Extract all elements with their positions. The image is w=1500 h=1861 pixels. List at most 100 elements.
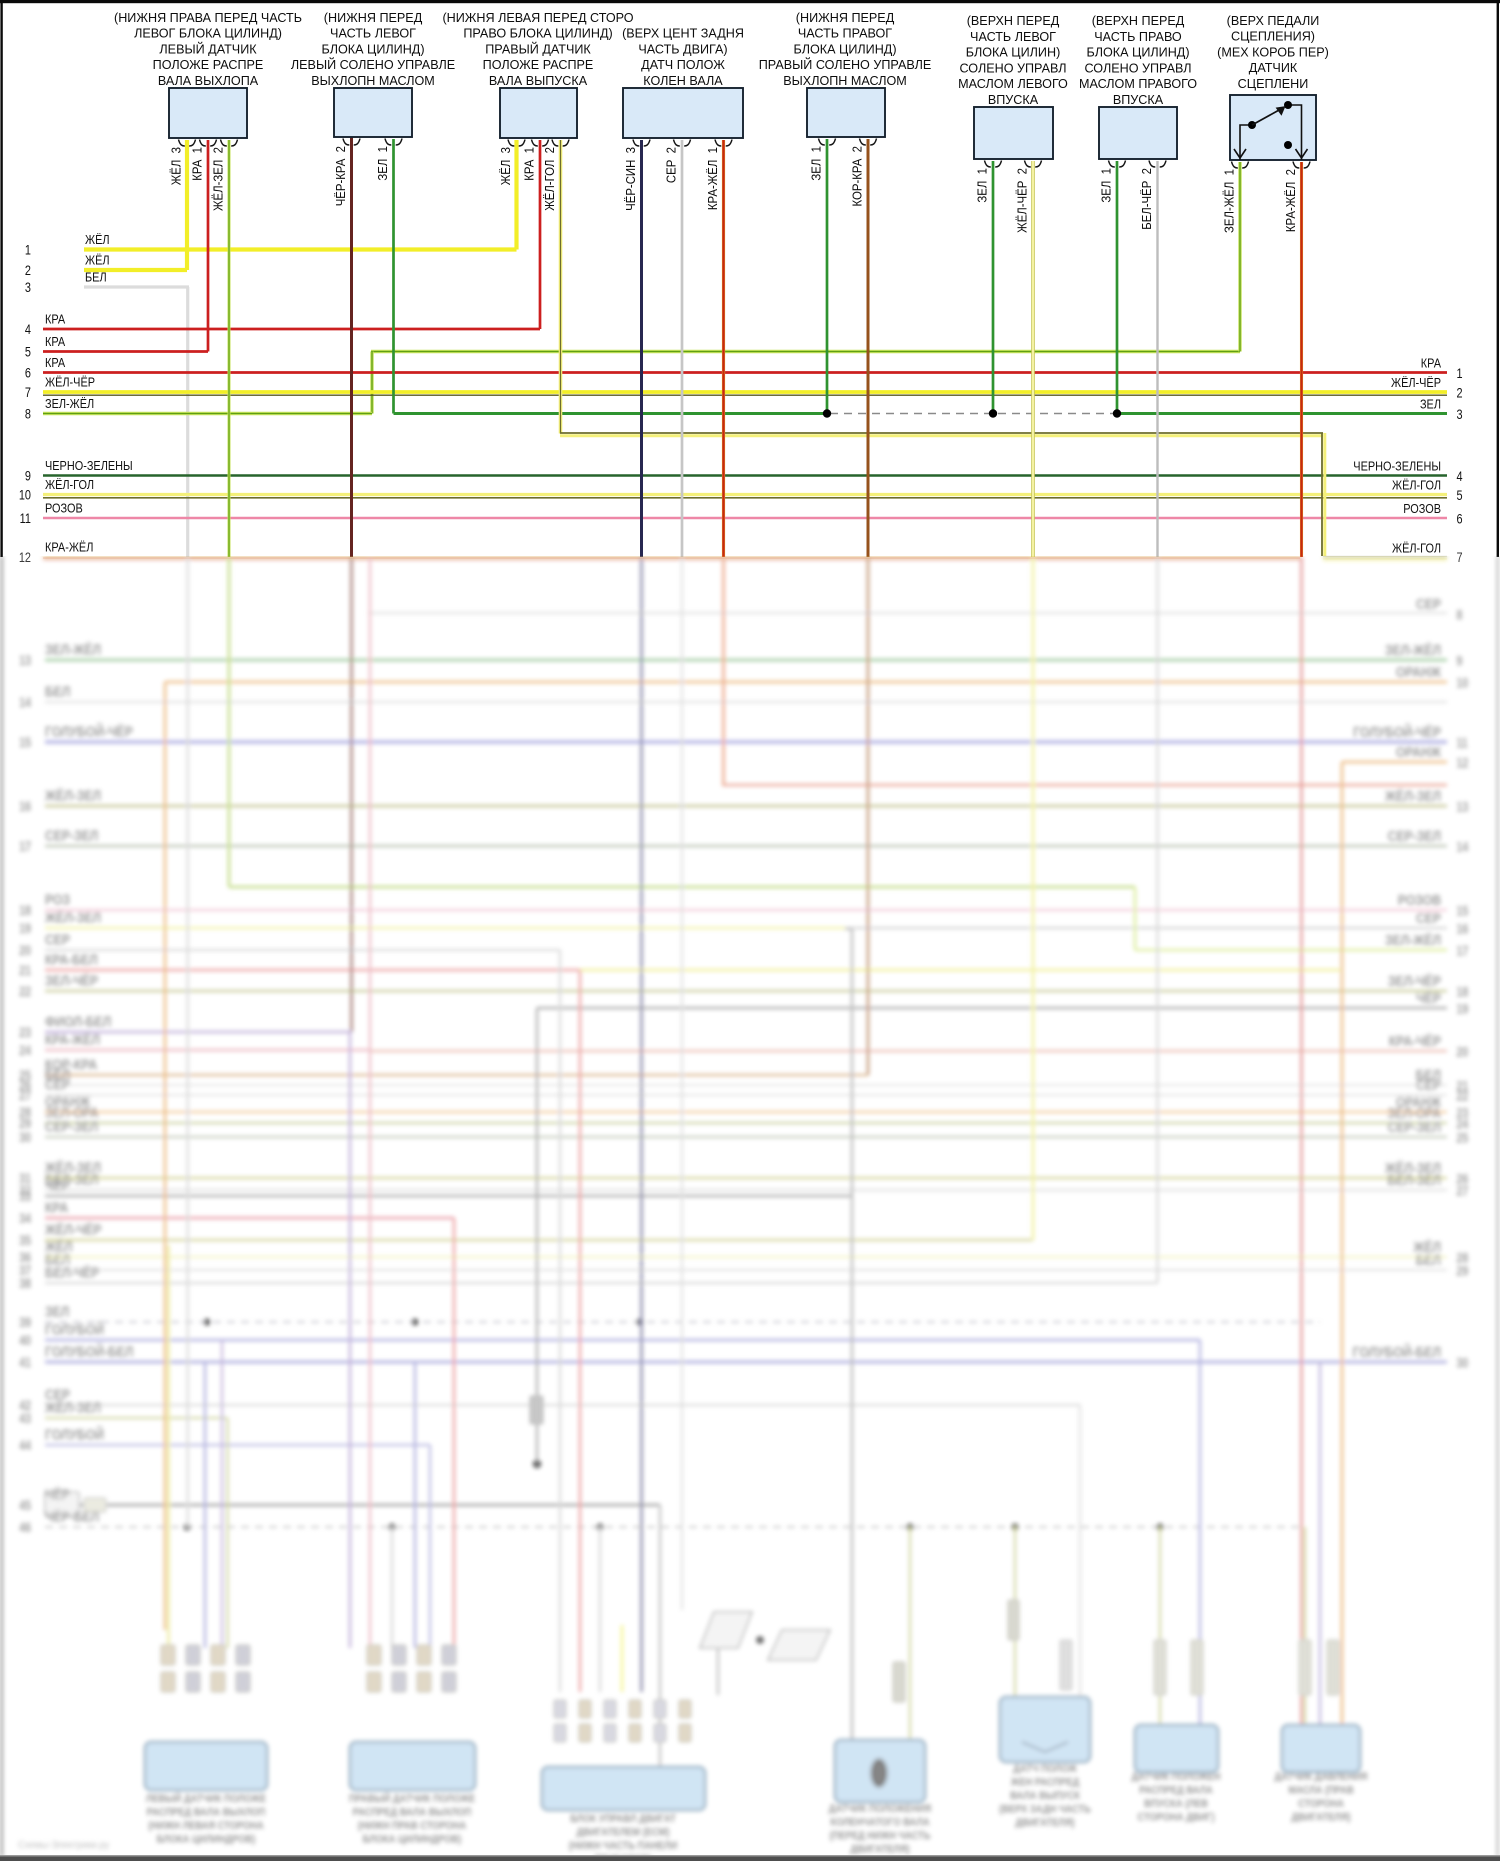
svg-text:БЕЛ: БЕЛ xyxy=(1416,1252,1441,1268)
svg-text:34: 34 xyxy=(19,1211,31,1227)
svg-text:25: 25 xyxy=(19,1068,31,1084)
svg-text:30: 30 xyxy=(19,1130,31,1146)
svg-text:ЖЁЛ: ЖЁЛ xyxy=(85,232,110,247)
svg-text:ДАТЧ ПОЛОЖ: ДАТЧ ПОЛОЖ xyxy=(641,58,725,72)
svg-text:(НИЖН ПРАВ СТОРОНА: (НИЖН ПРАВ СТОРОНА xyxy=(358,1820,467,1832)
svg-text:39: 39 xyxy=(19,1315,31,1331)
svg-text:ЖЁЛ 3: ЖЁЛ 3 xyxy=(498,147,513,185)
svg-text:СТОРОНА: СТОРОНА xyxy=(1298,1798,1345,1810)
svg-text:2: 2 xyxy=(25,263,31,279)
svg-text:ДВИГАТЕЛЯ): ДВИГАТЕЛЯ) xyxy=(1015,1817,1074,1829)
svg-text:ЗЕЛ-ЧЁР: ЗЕЛ-ЧЁР xyxy=(45,973,98,989)
svg-text:КРА: КРА xyxy=(45,334,65,349)
svg-text:ПОЛОЖЕ РАСПРЕ: ПОЛОЖЕ РАСПРЕ xyxy=(153,58,264,72)
svg-text:КРА: КРА xyxy=(45,355,65,370)
svg-text:ЗЕЛ 1: ЗЕЛ 1 xyxy=(375,146,390,181)
svg-text:БЛОКА ЦИЛИНД): БЛОКА ЦИЛИНД) xyxy=(1086,46,1189,60)
svg-text:ЖЁЛ: ЖЁЛ xyxy=(44,1239,73,1255)
svg-text:19: 19 xyxy=(1457,1001,1469,1017)
svg-text:БЛОК УПРАВЛ ДВИГАТ: БЛОК УПРАВЛ ДВИГАТ xyxy=(570,1813,676,1825)
svg-text:ЛЕВОГ БЛОКА ЦИЛИНД): ЛЕВОГ БЛОКА ЦИЛИНД) xyxy=(134,27,282,41)
svg-text:ПОЛОЖЕ РАСПРЕ: ПОЛОЖЕ РАСПРЕ xyxy=(483,58,594,72)
svg-text:14: 14 xyxy=(19,695,31,711)
svg-text:ЖЁЛ: ЖЁЛ xyxy=(85,253,110,268)
svg-text:21: 21 xyxy=(19,963,31,979)
svg-text:ЧЁР: ЧЁР xyxy=(1416,990,1441,1006)
svg-text:ВПУСКА (ЛЕВ: ВПУСКА (ЛЕВ xyxy=(1144,1798,1208,1810)
svg-text:РОЗОВ: РОЗОВ xyxy=(45,501,83,516)
svg-text:ЛЕВЫЙ ДАТЧИК ПОЛОЖЕ: ЛЕВЫЙ ДАТЧИК ПОЛОЖЕ xyxy=(146,1791,266,1805)
svg-text:(ВЕРХ ЗАДН ЧАСТЬ: (ВЕРХ ЗАДН ЧАСТЬ xyxy=(999,1804,1091,1816)
svg-text:8: 8 xyxy=(25,406,31,422)
svg-text:27: 27 xyxy=(1457,1183,1469,1199)
svg-text:27: 27 xyxy=(19,1088,31,1104)
svg-text:КРА 1: КРА 1 xyxy=(522,147,537,181)
svg-text:17: 17 xyxy=(19,839,31,855)
svg-text:СЕР-ЗЕЛ: СЕР-ЗЕЛ xyxy=(1388,1119,1441,1135)
svg-text:14: 14 xyxy=(1457,839,1469,855)
svg-text:1: 1 xyxy=(1457,366,1463,382)
svg-text:ПРАВЫЙ СОЛЕНО УПРАВЛЕ: ПРАВЫЙ СОЛЕНО УПРАВЛЕ xyxy=(759,57,932,72)
svg-text:РАСПРЕД ВАЛА: РАСПРЕД ВАЛА xyxy=(1139,1785,1213,1797)
svg-text:ЖЁЛ-ЧЁР: ЖЁЛ-ЧЁР xyxy=(44,1222,102,1238)
svg-text:ЖЁЛ-ГОЛ 2: ЖЁЛ-ГОЛ 2 xyxy=(542,147,557,211)
svg-text:БЛОКА ЦИЛИНДРОВ): БЛОКА ЦИЛИНДРОВ) xyxy=(363,1834,462,1846)
svg-text:23: 23 xyxy=(19,1025,31,1041)
svg-text:11: 11 xyxy=(20,511,31,527)
svg-text:12: 12 xyxy=(19,550,31,566)
svg-text:ЧЕРНО-ЗЕЛЕНЫ: ЧЕРНО-ЗЕЛЕНЫ xyxy=(45,458,133,473)
svg-text:РАСПРЕД ВАЛА ВЫХЛОП: РАСПРЕД ВАЛА ВЫХЛОП xyxy=(147,1807,266,1819)
svg-text:ВЫХЛОПН МАСЛОМ: ВЫХЛОПН МАСЛОМ xyxy=(783,74,907,88)
svg-text:29: 29 xyxy=(19,1116,31,1132)
svg-text:(НИЖНЯ ЛЕВАЯ ПЕРЕД СТОРО: (НИЖНЯ ЛЕВАЯ ПЕРЕД СТОРО xyxy=(442,11,633,25)
svg-text:36: 36 xyxy=(19,1250,31,1266)
svg-text:ОРАНЖ: ОРАНЖ xyxy=(1396,744,1442,760)
svg-text:(ВЕРХ ПЕДАЛИ: (ВЕРХ ПЕДАЛИ xyxy=(1227,14,1320,28)
svg-text:3: 3 xyxy=(1457,407,1463,423)
svg-text:46: 46 xyxy=(19,1520,31,1536)
svg-text:ЗЕЛ-ЧЁР: ЗЕЛ-ЧЁР xyxy=(1388,973,1441,989)
svg-text:ЧЕРНО-ЗЕЛЕНЫ: ЧЕРНО-ЗЕЛЕНЫ xyxy=(1353,459,1441,474)
svg-text:15: 15 xyxy=(19,735,31,751)
svg-text:ГОЛУБОЙ-ЧЁР: ГОЛУБОЙ-ЧЁР xyxy=(45,724,133,740)
svg-text:(НИЖНЯ ПРАВА ПЕРЕД ЧАСТЬ: (НИЖНЯ ПРАВА ПЕРЕД ЧАСТЬ xyxy=(114,11,302,25)
svg-text:ФИОЛ-БЕЛ: ФИОЛ-БЕЛ xyxy=(45,1014,111,1030)
svg-text:ЗЕЛ-ОРА: ЗЕЛ-ОРА xyxy=(45,1105,99,1121)
svg-text:28: 28 xyxy=(1457,1250,1469,1266)
svg-text:7: 7 xyxy=(25,385,31,401)
svg-text:40: 40 xyxy=(19,1333,31,1349)
svg-text:ЧАСТЬ ДВИГА): ЧАСТЬ ДВИГА) xyxy=(638,42,727,56)
svg-text:28: 28 xyxy=(19,1105,31,1121)
svg-text:ОРАНЖ: ОРАНЖ xyxy=(45,1094,91,1110)
svg-text:ЖЁЛ-ЧЁР: ЖЁЛ-ЧЁР xyxy=(45,375,95,390)
svg-text:ДАТЧИК ДАВЛЕНИЯ: ДАТЧИК ДАВЛЕНИЯ xyxy=(1275,1771,1368,1783)
svg-text:БЕЛ: БЕЛ xyxy=(45,1252,70,1268)
svg-text:БЕЛ: БЕЛ xyxy=(1416,1067,1441,1083)
svg-text:41: 41 xyxy=(19,1355,31,1371)
svg-text:КРА: КРА xyxy=(45,1200,69,1216)
svg-text:20: 20 xyxy=(1457,1044,1469,1060)
svg-text:20: 20 xyxy=(19,943,31,959)
svg-text:43: 43 xyxy=(19,1411,31,1427)
svg-text:9: 9 xyxy=(1457,653,1463,669)
svg-text:(НИЖН ЛЕВАЯ СТОРОНА: (НИЖН ЛЕВАЯ СТОРОНА xyxy=(148,1820,264,1832)
svg-text:КОЛЕНЧАТОГО ВАЛА: КОЛЕНЧАТОГО ВАЛА xyxy=(830,1817,930,1829)
svg-text:17: 17 xyxy=(1457,943,1469,959)
svg-text:ЖЁЛ-ЗЕЛ: ЖЁЛ-ЗЕЛ xyxy=(44,1160,101,1176)
svg-text:4: 4 xyxy=(1457,469,1463,485)
svg-text:ВПУСКА: ВПУСКА xyxy=(988,93,1039,107)
svg-text:СЕР-ЗЕЛ: СЕР-ЗЕЛ xyxy=(45,828,98,844)
svg-text:БЕЛ: БЕЛ xyxy=(45,684,70,700)
svg-text:ГОЛУБОЙ-БЕЛ: ГОЛУБОЙ-БЕЛ xyxy=(45,1344,133,1360)
svg-text:КОР-КРА: КОР-КРА xyxy=(45,1057,98,1073)
svg-text:КРА-ЖЁЛ: КРА-ЖЁЛ xyxy=(45,1032,100,1048)
svg-text:(ПЕРЕД НИЖН ЧАСТЬ: (ПЕРЕД НИЖН ЧАСТЬ xyxy=(830,1830,931,1842)
svg-text:ЖЁЛ 3: ЖЁЛ 3 xyxy=(169,147,184,185)
svg-text:ОРАНЖ: ОРАНЖ xyxy=(1396,664,1442,680)
svg-text:КРА 1: КРА 1 xyxy=(190,147,205,181)
svg-text:МАСЛОМ ЛЕВОГО: МАСЛОМ ЛЕВОГО xyxy=(958,77,1068,91)
svg-text:ЖЁЛ-ГОЛ: ЖЁЛ-ГОЛ xyxy=(45,477,94,492)
svg-text:15: 15 xyxy=(1457,903,1469,919)
svg-text:44: 44 xyxy=(19,1438,31,1454)
svg-text:СЕР: СЕР xyxy=(45,1077,70,1093)
